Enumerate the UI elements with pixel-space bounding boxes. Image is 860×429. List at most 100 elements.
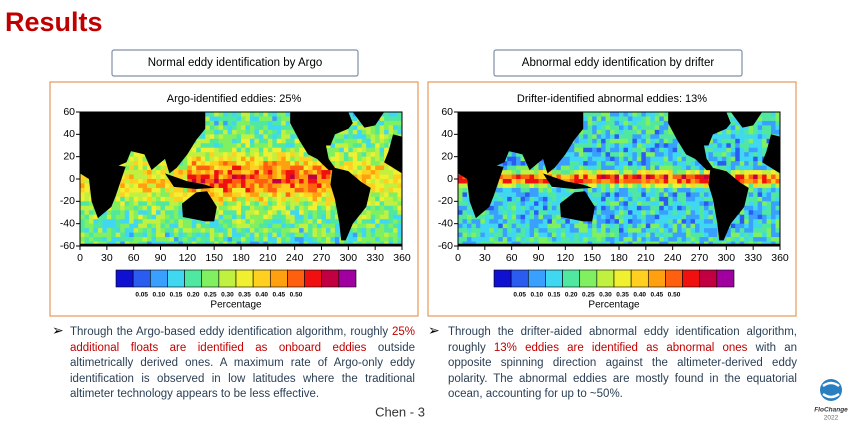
map-cell xyxy=(285,196,291,202)
map-cell xyxy=(627,210,633,216)
map-cell xyxy=(214,129,220,135)
map-cell xyxy=(330,143,336,149)
map-cell xyxy=(151,174,157,180)
map-cell xyxy=(267,223,273,229)
map-cell xyxy=(632,116,638,122)
map-cell xyxy=(339,147,345,153)
map-cell xyxy=(384,174,390,180)
map-cell xyxy=(498,192,504,198)
colorbar-cell xyxy=(184,269,203,288)
map-cell xyxy=(370,138,376,144)
map-cell xyxy=(757,165,763,171)
map-cell xyxy=(632,228,638,234)
map-cell xyxy=(614,232,620,238)
map-cell xyxy=(520,214,526,220)
map-cell xyxy=(196,174,202,180)
map-cell xyxy=(502,179,508,184)
text-segment: Through the drifter-aided abnormal eddy … xyxy=(448,326,797,354)
map-cell xyxy=(668,138,674,144)
map-cell xyxy=(677,187,683,193)
map-cell xyxy=(681,156,687,162)
map-cell xyxy=(111,219,117,225)
map-cell xyxy=(672,161,678,167)
map-cell xyxy=(699,201,705,207)
map-cell xyxy=(214,161,220,167)
map-cell xyxy=(249,165,255,171)
map-cell xyxy=(556,214,562,220)
map-cell xyxy=(236,125,242,131)
map-cell xyxy=(592,112,598,117)
map-cell xyxy=(699,165,705,171)
map-cell xyxy=(645,156,651,162)
map-cell xyxy=(258,205,264,211)
map-cell xyxy=(726,134,732,140)
map-cell xyxy=(730,237,736,243)
map-cell xyxy=(164,201,170,207)
map-cell xyxy=(757,196,763,202)
map-cell xyxy=(753,192,759,198)
map-cell xyxy=(352,120,358,126)
map-cell xyxy=(245,125,251,131)
map-cell xyxy=(267,120,273,126)
map-cell xyxy=(156,205,161,211)
map-cell xyxy=(775,187,781,193)
map-cell xyxy=(703,223,709,229)
map-cell xyxy=(379,223,385,229)
map-cell xyxy=(619,228,624,234)
map-cell xyxy=(574,138,580,144)
map-cell xyxy=(641,192,647,198)
map-cell xyxy=(560,174,566,180)
map-cell xyxy=(196,165,202,171)
map-cell xyxy=(645,174,651,180)
map-cell xyxy=(471,223,477,229)
map-cell xyxy=(187,192,193,198)
colorbar-cell xyxy=(579,269,598,288)
map-cell xyxy=(120,201,126,207)
map-cell xyxy=(681,201,687,207)
map-cell xyxy=(681,228,687,234)
map-cell xyxy=(766,138,772,144)
map-cell xyxy=(730,232,736,238)
map-cell xyxy=(636,147,642,153)
map-cell xyxy=(771,192,777,198)
map-cell xyxy=(397,192,403,198)
map-cell xyxy=(129,192,135,198)
map-cell xyxy=(699,214,705,220)
map-cell xyxy=(587,125,593,131)
map-cell xyxy=(730,219,736,225)
map-cell xyxy=(703,219,709,225)
map-cell xyxy=(164,205,170,211)
map-cell xyxy=(458,210,463,216)
map-cell xyxy=(120,183,126,189)
map-cell xyxy=(735,156,741,162)
map-cell xyxy=(164,170,170,176)
map-cell xyxy=(578,156,584,162)
map-cell xyxy=(133,232,139,238)
map-cell xyxy=(160,170,166,176)
map-cell xyxy=(677,156,683,162)
map-cell xyxy=(525,228,531,234)
map-cell xyxy=(708,196,714,202)
map-cell xyxy=(775,174,781,180)
map-cell xyxy=(223,152,229,158)
map-cell xyxy=(232,183,238,189)
map-cell xyxy=(583,147,589,153)
map-cell xyxy=(138,174,144,180)
map-cell xyxy=(129,237,135,243)
map-cell xyxy=(348,138,354,144)
map-cell xyxy=(276,201,282,207)
map-cell xyxy=(587,161,593,167)
map-cell xyxy=(578,143,584,149)
map-cell xyxy=(366,147,372,153)
map-cell xyxy=(619,147,624,153)
map-cell xyxy=(721,161,727,167)
map-cell xyxy=(641,112,647,117)
map-cell xyxy=(677,147,683,153)
x-tick-label: 120 xyxy=(557,252,575,264)
colorbar-cell xyxy=(630,269,649,288)
map-cell xyxy=(757,161,763,167)
map-cell xyxy=(249,196,255,202)
map-cell xyxy=(703,237,709,243)
map-cell xyxy=(592,174,598,180)
map-cell xyxy=(556,219,562,225)
